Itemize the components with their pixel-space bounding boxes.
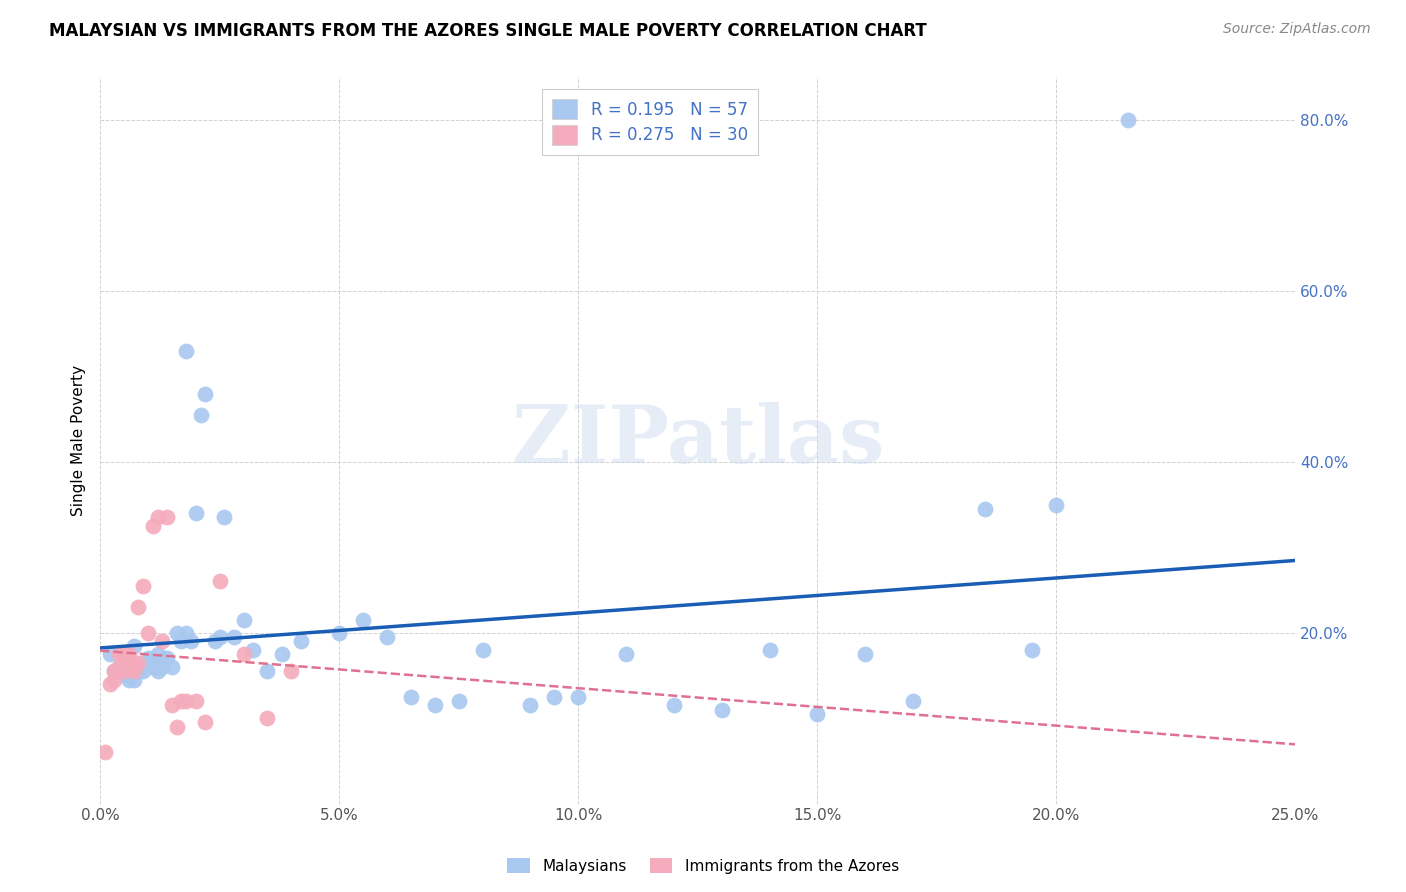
- Point: [973, 501, 995, 516]
- Point: [208, 630, 231, 644]
- Text: ZIPatlas: ZIPatlas: [512, 401, 884, 480]
- Point: [170, 694, 193, 708]
- Point: [103, 664, 125, 678]
- Point: [98, 647, 121, 661]
- Point: [142, 660, 165, 674]
- Point: [122, 664, 145, 678]
- Point: [112, 668, 135, 682]
- Point: [132, 664, 155, 678]
- Point: [710, 703, 733, 717]
- Point: [160, 660, 183, 674]
- Point: [375, 630, 398, 644]
- Point: [118, 673, 141, 687]
- Point: [328, 625, 350, 640]
- Point: [1116, 113, 1139, 128]
- Point: [256, 711, 278, 725]
- Point: [136, 656, 159, 670]
- Point: [270, 647, 292, 661]
- Point: [103, 673, 125, 687]
- Point: [127, 664, 149, 678]
- Point: [194, 386, 217, 401]
- Point: [806, 706, 828, 721]
- Point: [112, 647, 135, 661]
- Point: [399, 690, 422, 704]
- Point: [290, 634, 312, 648]
- Point: [136, 651, 159, 665]
- Point: [256, 664, 278, 678]
- Y-axis label: Single Male Poverty: Single Male Poverty: [72, 365, 86, 516]
- Point: [127, 600, 149, 615]
- Legend: Malaysians, Immigrants from the Azores: Malaysians, Immigrants from the Azores: [501, 852, 905, 880]
- Point: [222, 630, 245, 644]
- Point: [166, 720, 188, 734]
- Point: [184, 694, 207, 708]
- Point: [242, 643, 264, 657]
- Point: [122, 639, 145, 653]
- Point: [174, 625, 197, 640]
- Point: [190, 408, 212, 422]
- Point: [662, 698, 685, 713]
- Point: [232, 647, 254, 661]
- Point: [146, 647, 169, 661]
- Point: [280, 664, 302, 678]
- Point: [112, 664, 135, 678]
- Point: [112, 651, 135, 665]
- Point: [166, 625, 188, 640]
- Point: [132, 579, 155, 593]
- Point: [156, 651, 179, 665]
- Point: [214, 510, 236, 524]
- Point: [98, 677, 121, 691]
- Point: [614, 647, 637, 661]
- Point: [1045, 498, 1067, 512]
- Point: [204, 634, 226, 648]
- Point: [180, 634, 202, 648]
- Point: [150, 660, 173, 674]
- Point: [901, 694, 924, 708]
- Point: [146, 510, 169, 524]
- Point: [184, 506, 207, 520]
- Point: [136, 625, 159, 640]
- Point: [127, 656, 149, 670]
- Point: [160, 698, 183, 713]
- Point: [194, 715, 217, 730]
- Point: [853, 647, 876, 661]
- Point: [567, 690, 589, 704]
- Point: [758, 643, 780, 657]
- Legend: R = 0.195   N = 57, R = 0.275   N = 30: R = 0.195 N = 57, R = 0.275 N = 30: [543, 89, 758, 154]
- Point: [108, 647, 131, 661]
- Point: [170, 634, 193, 648]
- Point: [146, 664, 169, 678]
- Point: [471, 643, 494, 657]
- Point: [150, 634, 173, 648]
- Point: [142, 519, 165, 533]
- Point: [352, 613, 374, 627]
- Point: [108, 660, 131, 674]
- Point: [447, 694, 470, 708]
- Point: [156, 510, 179, 524]
- Point: [208, 574, 231, 589]
- Point: [94, 745, 117, 759]
- Point: [150, 656, 173, 670]
- Point: [519, 698, 541, 713]
- Point: [103, 664, 125, 678]
- Point: [232, 613, 254, 627]
- Point: [174, 343, 197, 358]
- Point: [543, 690, 565, 704]
- Point: [1021, 643, 1043, 657]
- Point: [118, 647, 141, 661]
- Point: [423, 698, 446, 713]
- Point: [108, 660, 131, 674]
- Point: [118, 660, 141, 674]
- Point: [122, 656, 145, 670]
- Text: Source: ZipAtlas.com: Source: ZipAtlas.com: [1223, 22, 1371, 37]
- Point: [174, 694, 197, 708]
- Text: MALAYSIAN VS IMMIGRANTS FROM THE AZORES SINGLE MALE POVERTY CORRELATION CHART: MALAYSIAN VS IMMIGRANTS FROM THE AZORES …: [49, 22, 927, 40]
- Point: [122, 673, 145, 687]
